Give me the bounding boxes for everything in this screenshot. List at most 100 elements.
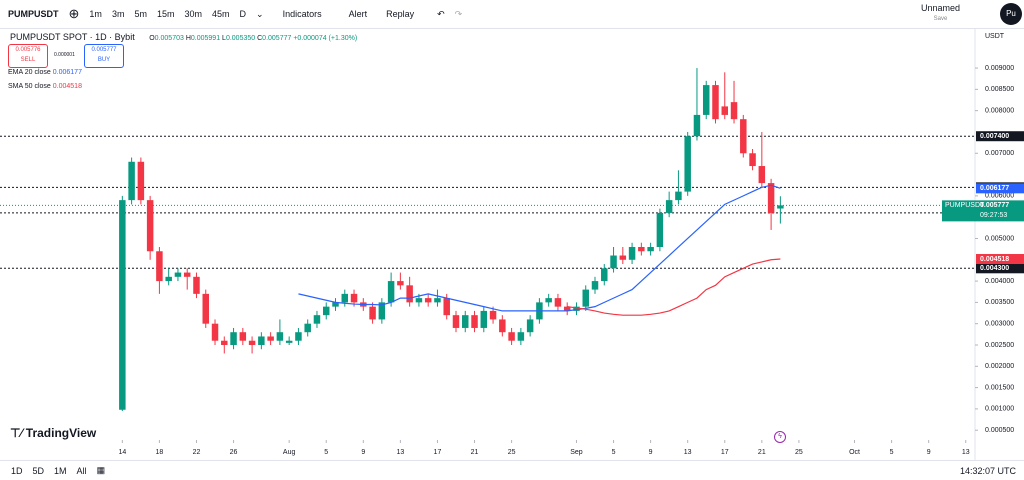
interval[interactable]: 45m bbox=[212, 9, 230, 19]
y-tick-label: 0.003000 bbox=[985, 321, 1014, 328]
save[interactable]: Save bbox=[933, 16, 948, 22]
candle-body bbox=[730, 102, 738, 120]
currency[interactable]: USDT bbox=[985, 33, 1005, 40]
date-range[interactable]: ▦ bbox=[96, 465, 106, 475]
candle-body bbox=[267, 336, 274, 341]
candle-body bbox=[156, 251, 163, 282]
range[interactable]: All bbox=[76, 465, 87, 476]
interval[interactable]: D bbox=[239, 9, 247, 19]
range[interactable]: 1M bbox=[54, 465, 67, 476]
y-tick-label: 0.008500 bbox=[985, 86, 1014, 93]
replay[interactable]: Replay bbox=[386, 9, 415, 19]
logo: ⊤⁄ TradingView bbox=[10, 426, 97, 440]
candle-body bbox=[526, 319, 534, 333]
interval[interactable]: 15m bbox=[156, 9, 175, 19]
x-tick-label: 13 bbox=[396, 449, 404, 456]
label: C bbox=[257, 35, 263, 42]
events-icon[interactable]: ϟ bbox=[774, 431, 786, 443]
title: PUMPUSDT SPOT · 1D · Bybit bbox=[10, 32, 135, 42]
candle-body bbox=[128, 161, 135, 201]
candle-body bbox=[174, 272, 182, 277]
candle-body bbox=[378, 302, 386, 320]
x-tick-label: 25 bbox=[795, 449, 803, 456]
candle-body bbox=[749, 153, 756, 167]
candle-body bbox=[119, 200, 126, 410]
candle-body bbox=[665, 200, 673, 213]
value: 0.006177 bbox=[52, 69, 82, 76]
candle-body bbox=[508, 332, 515, 341]
sell-button[interactable]: 0.005776 SELL bbox=[8, 44, 48, 68]
candle-body bbox=[638, 246, 645, 252]
x-tick-label: 5 bbox=[890, 449, 894, 456]
symbol[interactable]: PUMPUSDT bbox=[8, 9, 59, 19]
candle-body bbox=[313, 315, 321, 324]
alert[interactable]: Alert bbox=[348, 9, 368, 19]
candle-body bbox=[397, 281, 404, 286]
candle-body bbox=[647, 246, 654, 252]
label: SELL bbox=[20, 57, 36, 63]
interval[interactable]: 3m bbox=[111, 9, 125, 19]
candle-body bbox=[517, 332, 525, 341]
candle-body bbox=[758, 166, 766, 184]
x-tick-label: Sep bbox=[570, 449, 583, 456]
x-tick-label: 13 bbox=[684, 449, 692, 456]
candle-body bbox=[322, 306, 330, 316]
last-price-label: 0.005777 bbox=[980, 202, 1009, 209]
y-tick-label: 0.006000 bbox=[985, 193, 1014, 200]
range[interactable]: 5D bbox=[32, 465, 45, 476]
y-tick-label: 0.001000 bbox=[985, 406, 1014, 413]
y-tick-label: 0.004000 bbox=[985, 278, 1014, 285]
level-label: 0.007400 bbox=[980, 133, 1009, 140]
indicators[interactable]: Indicators bbox=[282, 9, 322, 19]
x-tick-label: 17 bbox=[721, 449, 729, 456]
price: 0.005777 bbox=[91, 47, 117, 53]
dropdown[interactable]: ⌄ bbox=[256, 8, 264, 19]
layout-name: Unnamed bbox=[920, 3, 960, 13]
x-tick-label: 18 bbox=[156, 449, 164, 456]
candle-body bbox=[545, 298, 552, 303]
y-tick-label: 0.008000 bbox=[985, 107, 1014, 114]
interval[interactable]: 1m bbox=[89, 9, 102, 19]
label: H bbox=[185, 35, 191, 42]
x-tick-label: 26 bbox=[230, 449, 238, 456]
candle-body bbox=[628, 246, 636, 260]
x-tick-label: 13 bbox=[962, 449, 970, 456]
x-tick-label: 17 bbox=[434, 449, 442, 456]
candle-body bbox=[675, 191, 682, 201]
price: 0.005776 bbox=[15, 47, 41, 53]
bottom-bar: 1D 5D 1M All ▦ 14:32:07 UTC bbox=[0, 460, 1024, 480]
candle-body bbox=[471, 315, 478, 328]
y-tick-label: 0.000500 bbox=[985, 427, 1014, 434]
user[interactable]: Pu bbox=[1000, 3, 1022, 25]
x-tick-label: 22 bbox=[193, 449, 201, 456]
buy-button[interactable]: 0.005777 BUY bbox=[84, 44, 124, 68]
add-symbol[interactable]: ⊕ bbox=[68, 6, 80, 21]
candle-body bbox=[443, 298, 450, 316]
candle-body bbox=[202, 293, 209, 324]
redo[interactable]: ↷ bbox=[454, 8, 463, 19]
range[interactable]: 1D bbox=[11, 465, 23, 476]
candle-body bbox=[767, 183, 775, 213]
candle-body bbox=[684, 136, 691, 192]
countdown: 09:27:53 bbox=[980, 212, 1007, 219]
undo[interactable]: ↶ bbox=[437, 8, 445, 19]
symbol-label: PUMPUSDT bbox=[945, 202, 985, 209]
candle-body bbox=[434, 298, 441, 303]
x-tick-label: 25 bbox=[508, 449, 516, 456]
candle-body bbox=[211, 323, 219, 341]
y-tick-label: 0.001500 bbox=[985, 384, 1014, 391]
layout[interactable]: Unnamed Save bbox=[921, 4, 960, 24]
candle-body bbox=[499, 319, 506, 333]
y-tick-label: 0.002500 bbox=[985, 342, 1014, 349]
candle-body bbox=[462, 315, 469, 328]
x-tick-label: 21 bbox=[471, 449, 479, 456]
candle-body bbox=[610, 255, 617, 269]
indicator-value-label-bg bbox=[976, 254, 1024, 265]
candle-body bbox=[221, 340, 228, 345]
interval[interactable]: 30m bbox=[184, 9, 202, 19]
candle-body bbox=[489, 310, 497, 320]
candle-body bbox=[424, 298, 432, 303]
indicator-value-label: 0.006177 bbox=[980, 185, 1009, 192]
interval[interactable]: 5m bbox=[134, 9, 147, 19]
x-tick-label: 5 bbox=[612, 449, 616, 456]
